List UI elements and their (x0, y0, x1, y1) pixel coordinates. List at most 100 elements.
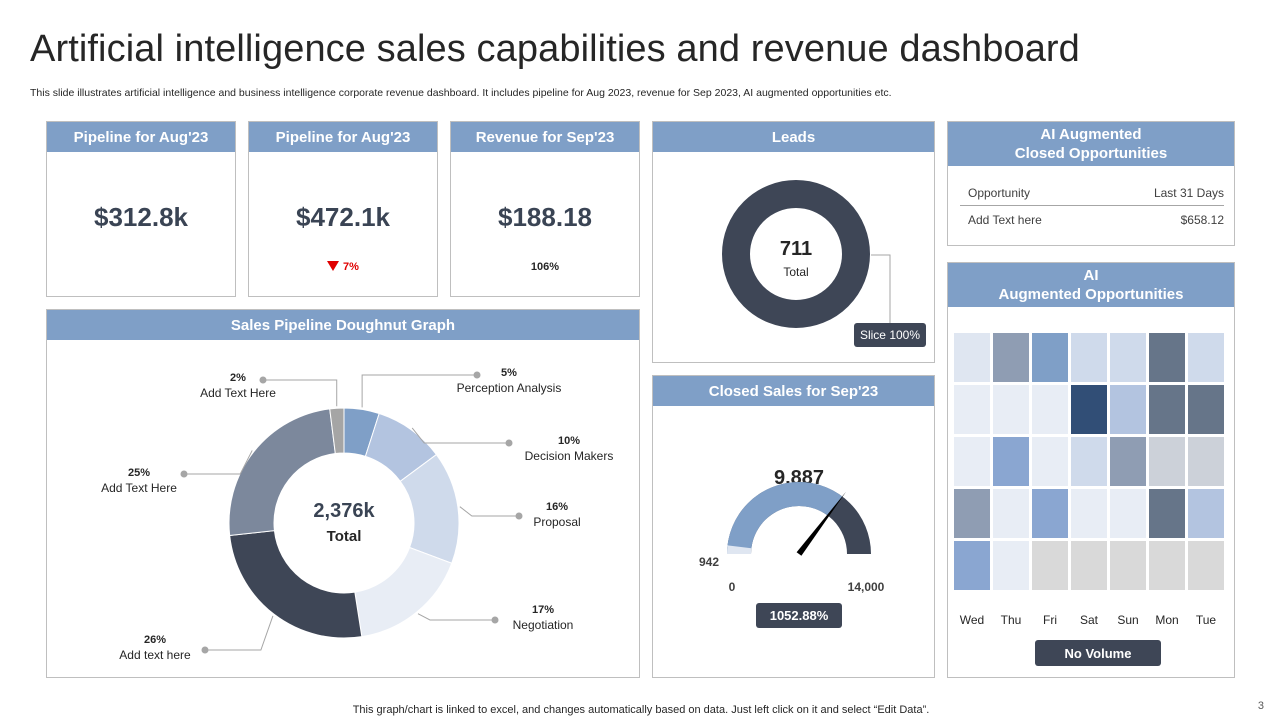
ai-closed-header: AI Augmented Closed Opportunities (948, 122, 1234, 166)
kpi-change-value: 106% (530, 261, 560, 273)
leads-leader-line (871, 254, 891, 333)
kpi-card-pipeline-aug-1: Pipeline for Aug'23 $312.8k (46, 121, 236, 297)
heatmap-cell (1032, 385, 1068, 434)
table-col-last-31-days: Last 31 Days (1153, 186, 1224, 200)
pipeline-leader-dot (259, 376, 267, 384)
pipeline-slice-label: Proposal (533, 515, 580, 529)
table-header-row: Opportunity Last 31 Days (960, 186, 1224, 206)
page-subtitle: This slide illustrates artificial intell… (30, 87, 892, 99)
heatmap-cell (1032, 489, 1068, 538)
ai-closed-opportunities-card: AI Augmented Closed Opportunities Opport… (947, 121, 1235, 246)
down-arrow-icon (327, 261, 340, 271)
heatmap-cell (1188, 541, 1224, 590)
pipeline-leader-dot (180, 470, 188, 478)
closed-sales-gauge: 9,887 942 0 14,000 1052.88% (699, 467, 885, 628)
kpi-card-header: Pipeline for Aug'23 (47, 122, 235, 152)
pipeline-leader-dot (515, 512, 523, 520)
footer-note: This graph/chart is linked to excel, and… (352, 704, 930, 716)
heatmap-grid (954, 333, 1224, 590)
pipeline-slice-percent: 2% (230, 372, 246, 384)
kpi-card-revenue-sep: Revenue for Sep'23 $188.18 106% (450, 121, 640, 297)
gauge-min-label: 0 (729, 580, 736, 594)
heatmap-cell (1188, 437, 1224, 486)
heatmap-day-label: Wed (959, 613, 985, 627)
heatmap-cell (1110, 489, 1146, 538)
heatmap-cell (1071, 489, 1107, 538)
kpi-card-header: Revenue for Sep'23 (451, 122, 639, 152)
heatmap-day-labels: Wed Thu Fri Sat Sun Mon Tue (954, 613, 1224, 627)
leads-slice-label: Slice 100% (860, 328, 920, 342)
pipeline-slice-label: Add Text Here (101, 481, 177, 495)
closed-sales-header: Closed Sales for Sep'23 (653, 376, 934, 406)
pipeline-leader-line (411, 427, 509, 444)
pipeline-leader-dot (491, 616, 499, 624)
pipeline-leader-dot (473, 371, 481, 379)
gauge-needle (796, 491, 847, 556)
ai-opps-header: AI Augmented Opportunities (948, 263, 1234, 307)
heatmap-cell (1149, 333, 1185, 382)
pipeline-leader-dot (505, 439, 513, 447)
table-cell-label: Add Text here (968, 213, 1042, 227)
heatmap-cell (954, 437, 990, 486)
ai-opps-header-line2: Augmented Opportunities (998, 286, 1184, 303)
ai-closed-table: Opportunity Last 31 Days Add Text here $… (960, 186, 1224, 234)
pipeline-slice-label: Perception Analysis (457, 381, 562, 395)
leads-header: Leads (653, 122, 934, 152)
ai-opps-header-line1: AI (1083, 267, 1099, 284)
gauge-marker-label: 942 (699, 555, 719, 569)
heatmap-cell (993, 385, 1029, 434)
page-number: 3 (1257, 700, 1264, 712)
pipeline-slice-percent: 17% (532, 604, 554, 616)
pipeline-slice (329, 407, 345, 455)
heatmap-cell (993, 489, 1029, 538)
pipeline-slice-percent: 10% (558, 435, 580, 447)
pipeline-leader-line (361, 374, 477, 408)
pipeline-slice-percent: 16% (546, 501, 568, 513)
leads-slice-badge (854, 323, 926, 347)
gauge-percent-badge (756, 603, 842, 628)
pipeline-leader-line (263, 379, 338, 407)
pipeline-slice-label: Negotiation (513, 618, 574, 632)
heatmap-cell (1188, 333, 1224, 382)
heatmap-cell (1071, 385, 1107, 434)
kpi-change-value: 7% (343, 261, 359, 273)
heatmap-cell (1188, 385, 1224, 434)
sales-pipeline-header: Sales Pipeline Doughnut Graph (47, 310, 639, 340)
heatmap-cell (1149, 541, 1185, 590)
pipeline-slice-label: Add text here (119, 648, 191, 662)
sales-pipeline-card: Sales Pipeline Doughnut Graph 5% Percepti… (46, 309, 640, 678)
pipeline-slice (354, 546, 453, 638)
leads-ring (722, 180, 870, 328)
kpi-value: $188.18 (498, 202, 592, 232)
pipeline-slice-percent: 26% (144, 634, 166, 646)
heatmap-cell (1032, 541, 1068, 590)
heatmap-cell (954, 541, 990, 590)
ai-closed-header-line2: Closed Opportunities (1014, 145, 1168, 162)
gauge-fill (727, 481, 843, 554)
sales-pipeline-doughnut-chart: 5% Perception Analysis 10% Decision Makers 1… (101, 367, 614, 662)
heatmap-cell (954, 333, 990, 382)
pipeline-total-label: Total (327, 528, 362, 545)
heatmap-day-label: Fri (1043, 613, 1057, 627)
heatmap-cell (1149, 385, 1185, 434)
heatmap-day-label: Mon (1155, 613, 1179, 627)
kpi-card-header: Pipeline for Aug'23 (249, 122, 437, 152)
pipeline-total-value: 2,376k (313, 500, 375, 522)
gauge-max-label: 14,000 (848, 580, 885, 594)
heatmap-cell (993, 541, 1029, 590)
heatmap-cell (1110, 385, 1146, 434)
heatmap-day-label: Sun (1117, 613, 1139, 627)
pipeline-slice-percent: 25% (128, 467, 150, 479)
heatmap-cell (1110, 541, 1146, 590)
closed-sales-card: Closed Sales for Sep'23 9,887 942 0 14,0… (652, 375, 935, 678)
heatmap-cell (1032, 333, 1068, 382)
heatmap-cell (1071, 541, 1107, 590)
heatmap-day-label: Sat (1079, 613, 1098, 627)
no-volume-button[interactable]: No Volume (1035, 640, 1161, 666)
pipeline-slice-label: Decision Makers (525, 449, 614, 463)
gauge-marker-band (727, 545, 752, 554)
pipeline-slice (229, 530, 363, 639)
pipeline-leader-dot (201, 646, 209, 654)
kpi-value: $472.1k (296, 202, 390, 232)
heatmap-day-label: Thu (1000, 613, 1022, 627)
